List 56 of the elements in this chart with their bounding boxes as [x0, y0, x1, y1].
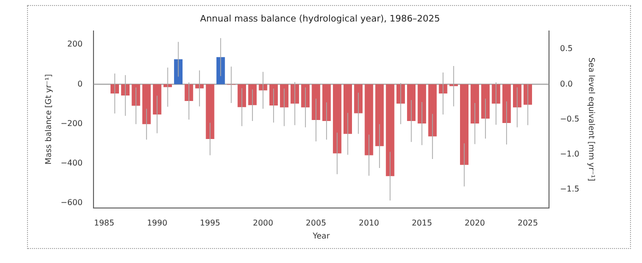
- x-tick-label: 2010: [358, 218, 380, 228]
- bar: [248, 84, 257, 106]
- x-tick-label: 1990: [146, 218, 168, 228]
- bar: [332, 84, 342, 154]
- bar: [216, 57, 225, 84]
- x-tick-label: 2000: [252, 218, 274, 228]
- bar: [152, 84, 162, 114]
- x-tick-label: 2025: [518, 218, 538, 228]
- chart-title: Annual mass balance (hydrological year), 1986–2025: [200, 14, 440, 25]
- bar: [174, 59, 183, 84]
- bar: [386, 84, 394, 176]
- bar: [418, 84, 426, 124]
- bar: [269, 84, 278, 106]
- bar: [502, 84, 511, 123]
- bar: [206, 84, 214, 139]
- bar: [428, 84, 437, 136]
- y-tick-label: −200: [60, 118, 83, 128]
- y2-tick-label: 0.0: [560, 79, 573, 88]
- y-tick-label: −600: [60, 198, 83, 207]
- bar: [512, 84, 522, 108]
- bar: [396, 84, 405, 104]
- y-tick-label: 200: [67, 40, 83, 49]
- y2-tick-label: −1.5: [560, 184, 580, 194]
- bar: [344, 84, 352, 134]
- y-tick-label: −400: [60, 158, 83, 168]
- bar: [121, 84, 130, 96]
- bar: [407, 84, 416, 121]
- bar: [524, 84, 532, 105]
- y2-axis-title: Sea level equivalent [mm yr⁻¹]: [587, 57, 596, 182]
- bar: [290, 84, 300, 104]
- bar: [110, 84, 119, 94]
- x-tick-label: 1995: [200, 218, 220, 228]
- y-tick-label: 0: [77, 79, 83, 88]
- y2-tick-label: −1.0: [560, 149, 580, 158]
- bar: [460, 84, 468, 165]
- bar: [132, 84, 140, 106]
- y2-tick-label: −0.5: [560, 114, 580, 124]
- bar: [354, 84, 363, 114]
- x-tick-label: 2020: [464, 218, 486, 228]
- x-tick-label: 2005: [306, 218, 326, 228]
- x-tick-label: 2015: [412, 218, 432, 228]
- bar: [142, 84, 151, 124]
- bar: [364, 84, 374, 156]
- x-axis-title: Year: [312, 231, 330, 240]
- bar: [470, 84, 480, 124]
- bar: [322, 84, 331, 121]
- y2-tick-label: 0.5: [560, 44, 573, 54]
- bar: [163, 84, 172, 88]
- bar: [238, 84, 246, 108]
- bar: [481, 84, 490, 119]
- bar: [312, 84, 320, 120]
- bar: [280, 84, 288, 108]
- bar: [301, 84, 310, 108]
- y-axis-title: Mass balance [Gt yr⁻¹]: [44, 74, 53, 164]
- bar: [375, 84, 384, 146]
- x-tick-label: 1985: [94, 218, 114, 228]
